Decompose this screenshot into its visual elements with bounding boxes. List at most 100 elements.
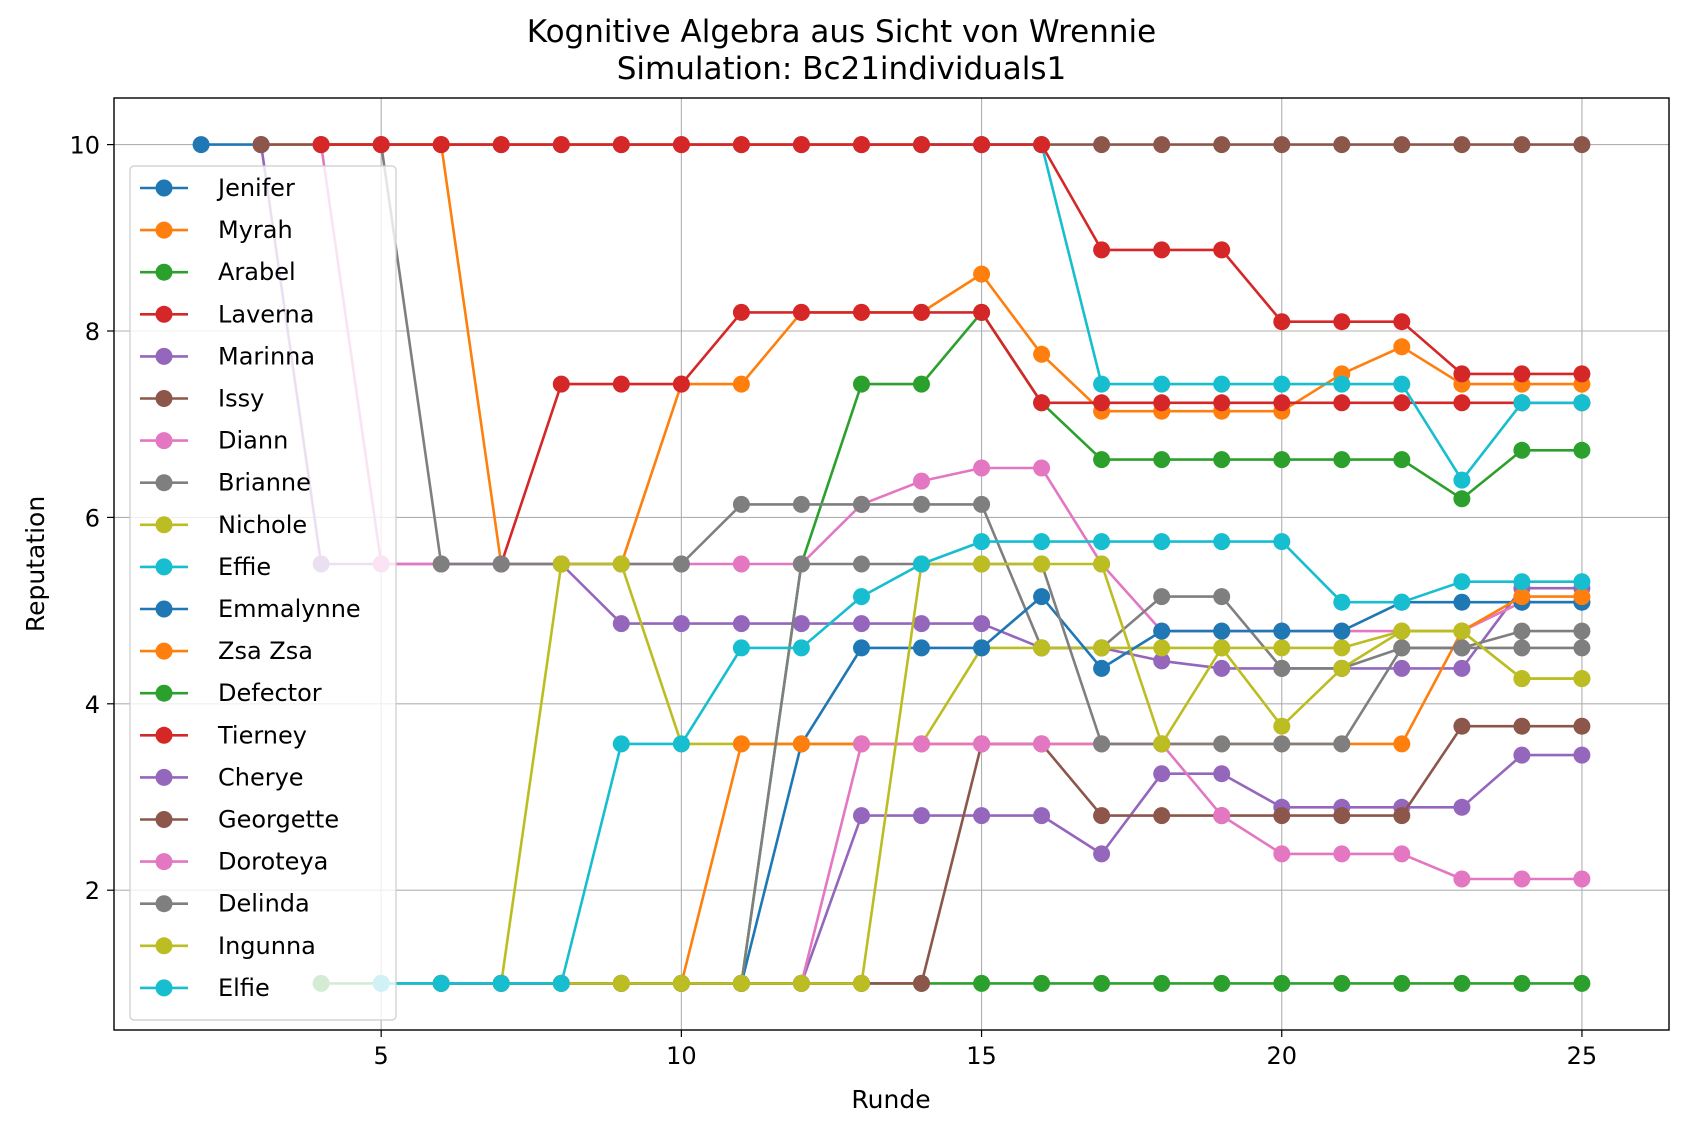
legend-label: Nichole <box>218 511 307 539</box>
legend-entry: Georgette <box>140 806 339 834</box>
data-point-georgette <box>1153 807 1171 825</box>
series-line-diann <box>319 144 1582 633</box>
data-point-elfie <box>672 735 690 753</box>
data-point-brianne <box>732 495 750 513</box>
data-point-ingunna <box>1213 639 1231 657</box>
legend-marker <box>155 432 173 450</box>
data-point-elfie <box>1033 533 1051 551</box>
legend-entry: Zsa Zsa <box>140 637 313 665</box>
x-tick-label: 25 <box>1567 1042 1598 1070</box>
data-point-laverna <box>1393 394 1411 412</box>
legend-entry: Delinda <box>140 890 310 918</box>
data-point-ingunna <box>1273 717 1291 735</box>
legend-marker <box>155 516 173 534</box>
data-point-tierney <box>672 136 690 154</box>
data-point-delinda <box>1093 735 1111 753</box>
data-point-marinna <box>1153 652 1171 670</box>
data-point-defector <box>1393 974 1411 992</box>
chart-title-line: Kognitive Algebra aus Sicht von Wrennie <box>526 14 1157 50</box>
data-point-myrah <box>1393 338 1411 356</box>
legend-entry: Defector <box>140 679 322 707</box>
data-point-tierney <box>1333 313 1351 331</box>
series-line-brianne <box>321 143 1582 670</box>
data-point-ingunna <box>1573 670 1591 688</box>
data-point-cherye <box>1093 845 1111 863</box>
plot-frame <box>113 97 1670 1031</box>
data-point-myrah <box>732 375 750 393</box>
legend-marker <box>155 726 173 744</box>
x-tick-label: 20 <box>1266 1042 1297 1070</box>
data-point-brianne <box>1513 639 1531 657</box>
data-point-laverna <box>1033 394 1051 412</box>
series-cherye <box>792 746 1591 992</box>
legend-label: Delinda <box>218 890 310 918</box>
series-effie <box>913 136 1591 489</box>
data-point-laverna <box>973 303 991 321</box>
data-point-marinna <box>672 615 690 633</box>
series-line-marinna <box>259 144 1582 670</box>
legend-label: Defector <box>218 679 322 707</box>
data-point-laverna <box>612 375 630 393</box>
legend-box <box>129 165 397 1021</box>
legend-entry: Emmalynne <box>140 595 361 623</box>
legend-marker <box>155 979 173 997</box>
legend-label: Myrah <box>218 216 293 244</box>
data-point-laverna <box>792 303 810 321</box>
data-point-effie <box>1333 375 1351 393</box>
data-point-issy <box>1333 136 1351 154</box>
data-point-myrah <box>1033 345 1051 363</box>
data-point-elfie <box>1513 573 1531 591</box>
data-point-elfie <box>1453 573 1471 591</box>
data-point-cherye <box>1513 746 1531 764</box>
data-point-emmalynne <box>973 639 991 657</box>
legend-label: Zsa Zsa <box>218 637 313 665</box>
data-point-doroteya <box>1513 870 1531 888</box>
series-line-doroteya <box>800 742 1582 984</box>
data-point-brianne <box>853 495 870 513</box>
data-point-arabel <box>1453 490 1471 508</box>
data-point-elfie <box>1273 533 1291 551</box>
data-point-delinda <box>853 555 870 573</box>
data-point-ingunna <box>1093 555 1111 573</box>
data-point-brianne <box>1273 659 1291 677</box>
data-point-marinna <box>973 615 991 633</box>
data-point-cherye <box>1453 798 1471 816</box>
data-point-brianne <box>1153 588 1171 606</box>
data-point-issy <box>1513 136 1531 154</box>
data-point-ingunna <box>792 974 810 992</box>
series-tierney <box>312 136 1591 383</box>
data-point-georgette <box>1333 807 1351 825</box>
data-point-tierney <box>1273 313 1291 331</box>
data-point-defector <box>1333 974 1351 992</box>
legend-marker <box>155 179 173 197</box>
data-point-georgette <box>1573 717 1591 735</box>
legend-entry: Brianne <box>140 469 311 497</box>
legend-entry: Arabel <box>140 258 296 286</box>
x-tick-label: 10 <box>666 1042 697 1070</box>
data-point-brianne <box>973 495 991 513</box>
data-point-issy <box>1573 136 1591 154</box>
legend-marker <box>155 937 173 955</box>
data-point-marinna <box>1393 659 1411 677</box>
data-point-tierney <box>612 136 630 154</box>
series-line-nichole <box>499 562 1582 984</box>
data-point-laverna <box>913 303 930 321</box>
data-point-laverna <box>1093 394 1111 412</box>
data-point-elfie <box>552 974 570 992</box>
data-point-nichole <box>612 555 630 573</box>
data-point-delinda <box>1513 622 1531 640</box>
data-point-marinna <box>1453 659 1471 677</box>
data-point-issy <box>1153 136 1171 154</box>
legend-marker <box>155 768 173 786</box>
data-point-issy <box>1213 136 1231 154</box>
data-point-tierney <box>1213 241 1231 259</box>
x-tick-label: 5 <box>374 1042 389 1070</box>
data-point-issy <box>252 136 270 154</box>
data-point-doroteya <box>1033 735 1051 753</box>
data-point-elfie <box>732 639 750 657</box>
data-point-zsa-zsa <box>1393 735 1411 753</box>
data-point-doroteya <box>973 735 991 753</box>
data-point-elfie <box>973 533 991 551</box>
legend-marker <box>155 600 173 618</box>
